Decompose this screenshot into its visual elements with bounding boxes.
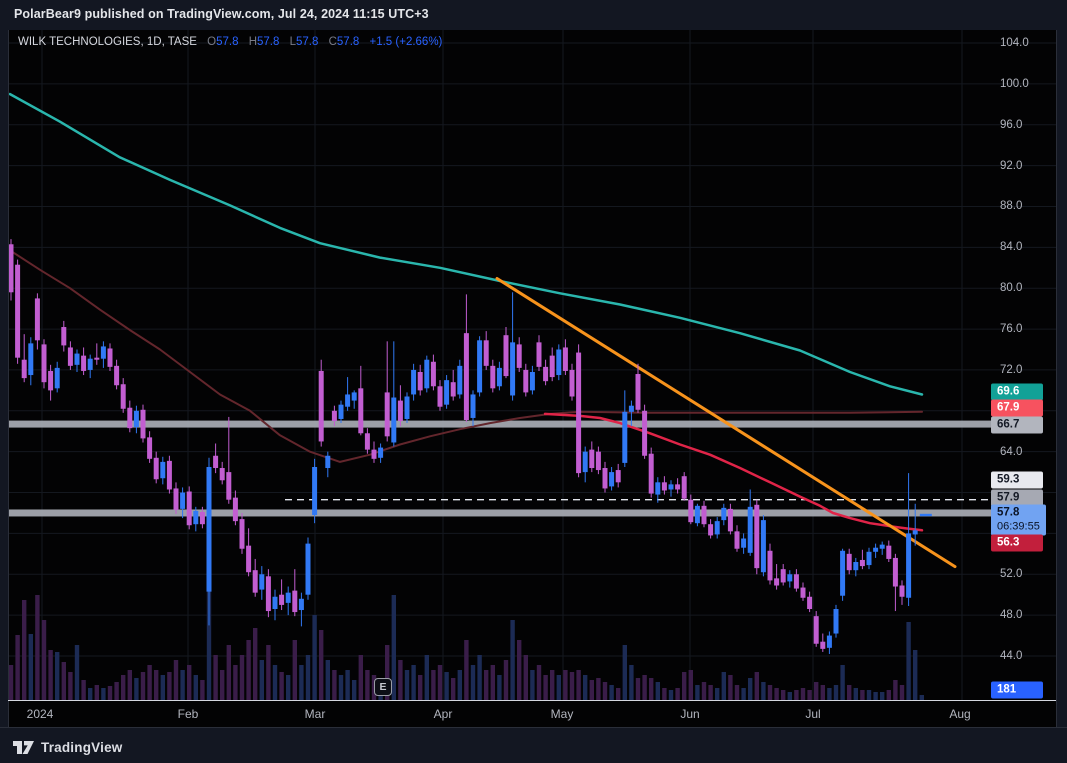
time-axis-label: Mar: [304, 707, 326, 721]
volume-layer: [8, 585, 924, 700]
open-label: O: [207, 36, 217, 48]
time-axis[interactable]: 2024 Feb Mar Apr May Jun Jul Aug: [0, 700, 1056, 727]
moving-averages-layer: [8, 92, 957, 569]
open-value: 57.8: [216, 36, 239, 48]
tradingview-logo-icon[interactable]: [13, 740, 35, 755]
trendline-orange: [495, 277, 957, 569]
publish-title: PolarBear9 published on TradingView.com,…: [14, 7, 429, 21]
chart-left-border: [8, 30, 9, 727]
high-label: H: [248, 36, 257, 48]
time-axis-label: Jun: [680, 707, 700, 721]
time-axis-label: Apr: [433, 707, 453, 721]
time-axis-label: May: [550, 707, 574, 721]
change-value: +1.5 (+2.66%): [369, 36, 443, 48]
footer: TradingView: [13, 737, 122, 757]
low-value: 57.8: [296, 36, 319, 48]
time-axis-label: Feb: [177, 707, 199, 721]
sma-maroon-line: [9, 249, 923, 463]
sma-teal-line: [8, 92, 924, 396]
symbol-legend[interactable]: WILK TECHNOLOGIES, 1D, TASE O57.8 H57.8 …: [18, 36, 442, 48]
high-value: 57.8: [257, 36, 280, 48]
close-value: 57.8: [336, 36, 360, 48]
support-zone: [8, 509, 992, 517]
time-axis-label: Jul: [805, 707, 821, 721]
support-zone: [8, 420, 992, 428]
time-axis-label: Aug: [949, 707, 971, 721]
sma-red-line: [543, 412, 924, 532]
support-zones-layer: [8, 420, 992, 517]
footer-separator: [0, 727, 1067, 728]
symbol-description: WILK TECHNOLOGIES, 1D, TASE: [18, 36, 197, 48]
axis-right-border: [1056, 30, 1057, 727]
tradingview-brand-text[interactable]: TradingView: [41, 739, 123, 755]
time-axis-separator: [8, 700, 1056, 701]
earnings-marker[interactable]: E: [374, 678, 392, 696]
publish-header: PolarBear9 published on TradingView.com,…: [0, 0, 1067, 30]
time-axis-label: 2024: [26, 707, 54, 721]
grid-layer: [8, 30, 1056, 700]
low-label: L: [289, 36, 296, 48]
current-price-dash: [919, 513, 932, 517]
candles-layer: [8, 239, 932, 654]
close-label: C: [328, 36, 337, 48]
